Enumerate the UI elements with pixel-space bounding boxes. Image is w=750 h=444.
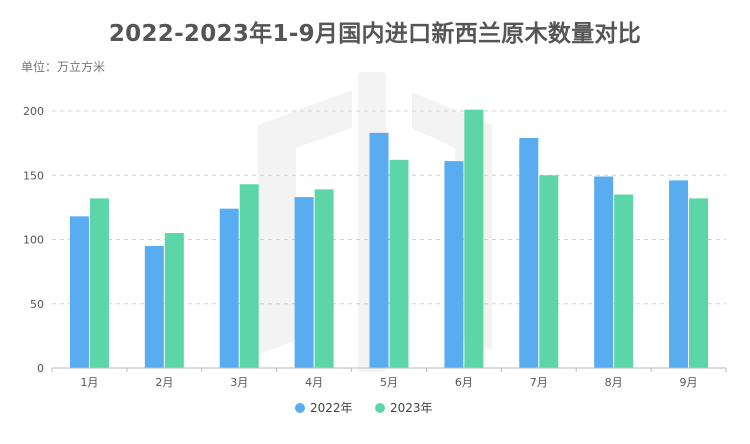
y-tick-label: 150	[23, 169, 44, 182]
legend-label: 2022年	[310, 401, 353, 415]
bar-2023年-8月[interactable]	[614, 194, 634, 368]
bar-2022年-3月[interactable]	[219, 208, 239, 368]
x-tick-label: 3月	[230, 376, 248, 389]
bar-2022年-2月[interactable]	[144, 245, 164, 368]
bar-2022年-6月[interactable]	[444, 161, 464, 368]
x-tick-label: 8月	[605, 376, 623, 389]
x-tick-label: 7月	[530, 376, 548, 389]
x-tick-label: 9月	[680, 376, 698, 389]
legend-item-2022年[interactable]: 2022年	[295, 401, 353, 415]
bar-2023年-9月[interactable]	[689, 198, 709, 368]
bar-2023年-4月[interactable]	[314, 189, 334, 368]
legend-marker	[295, 403, 305, 413]
y-tick-label: 0	[37, 362, 44, 375]
bar-2022年-8月[interactable]	[594, 176, 614, 368]
bar-2023年-1月[interactable]	[89, 198, 109, 368]
bar-2023年-2月[interactable]	[164, 233, 184, 368]
legend-marker	[375, 403, 385, 413]
chart-title: 2022-2023年1-9月国内进口新西兰原木数量对比	[108, 21, 642, 47]
y-tick-label: 200	[23, 105, 44, 118]
bar-2023年-3月[interactable]	[239, 184, 259, 368]
bar-2022年-1月[interactable]	[69, 216, 89, 368]
y-tick-label: 100	[23, 234, 44, 247]
x-tick-label: 1月	[80, 376, 98, 389]
legend-item-2023年[interactable]: 2023年	[375, 401, 433, 415]
bar-2022年-5月[interactable]	[369, 132, 389, 368]
unit-label: 单位：万立方米	[21, 60, 106, 74]
x-tick-label: 6月	[455, 376, 473, 389]
legend-label: 2023年	[390, 401, 433, 415]
bar-2023年-7月[interactable]	[539, 175, 559, 368]
x-tick-label: 2月	[155, 376, 173, 389]
x-tick-label: 5月	[380, 376, 398, 389]
bar-2022年-7月[interactable]	[519, 137, 539, 368]
bar-2023年-6月[interactable]	[464, 109, 484, 368]
bar-2022年-9月[interactable]	[669, 180, 689, 368]
x-tick-label: 4月	[305, 376, 323, 389]
bar-2022年-4月[interactable]	[294, 197, 314, 368]
y-tick-label: 50	[30, 298, 44, 311]
bar-2023年-5月[interactable]	[389, 159, 409, 368]
